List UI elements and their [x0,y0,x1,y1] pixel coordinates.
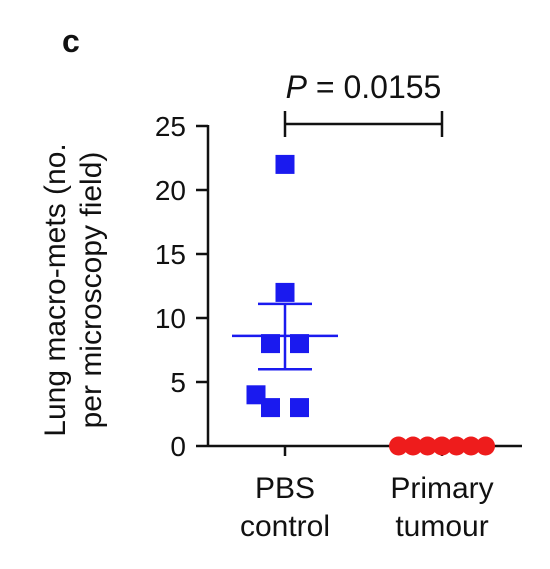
error-bars [232,302,338,371]
x-category-label-0-line-1: control [240,510,330,543]
data-point-square-0-3 [290,334,309,354]
data-point-circle-1-3 [432,436,452,456]
x-category-label-0-line-0: PBS [255,472,315,505]
y-tick-label-25: 25 [155,111,186,142]
y-axis-title: Lung macro-mets (no. per microscopy fiel… [39,143,108,436]
data-point-circle-1-5 [461,436,481,456]
x-category-label-1-line-1: tumour [395,510,488,543]
panel-label: c [62,23,80,59]
data-point-square-0-6 [290,398,309,418]
data-point-circle-1-2 [418,436,437,456]
data-point-circle-1-6 [476,436,495,456]
data-points [246,154,495,456]
data-point-square-0-1 [275,282,295,302]
y-tick-label-0: 0 [170,431,186,462]
y-axis-title-line-2: per microscopy field) [75,152,108,429]
data-point-circle-1-4 [447,436,466,456]
y-tick-label-15: 15 [155,239,186,270]
x-axis: PBS control Primary tumour [208,444,522,543]
y-tick-label-5: 5 [170,367,186,398]
data-point-square-0-0 [275,154,295,174]
p-value-symbol: P [286,69,308,105]
y-tick-label-20: 20 [155,175,186,206]
y-axis-title-line-1: Lung macro-mets (no. [39,143,72,436]
p-value-label: P = 0.0155 [286,69,442,105]
y-tick-label-10: 10 [155,303,186,334]
data-point-circle-1-1 [403,436,423,456]
data-point-circle-1-0 [389,436,408,456]
significance-bracket: P = 0.0155 [283,69,444,137]
data-point-square-0-5 [261,398,280,418]
data-point-square-0-4 [246,385,266,405]
y-axis: 0 5 10 15 20 25 [155,111,210,462]
data-point-square-0-2 [261,334,280,354]
x-category-label-1-line-0: Primary [390,472,493,505]
p-value-text: = 0.0155 [307,69,441,105]
